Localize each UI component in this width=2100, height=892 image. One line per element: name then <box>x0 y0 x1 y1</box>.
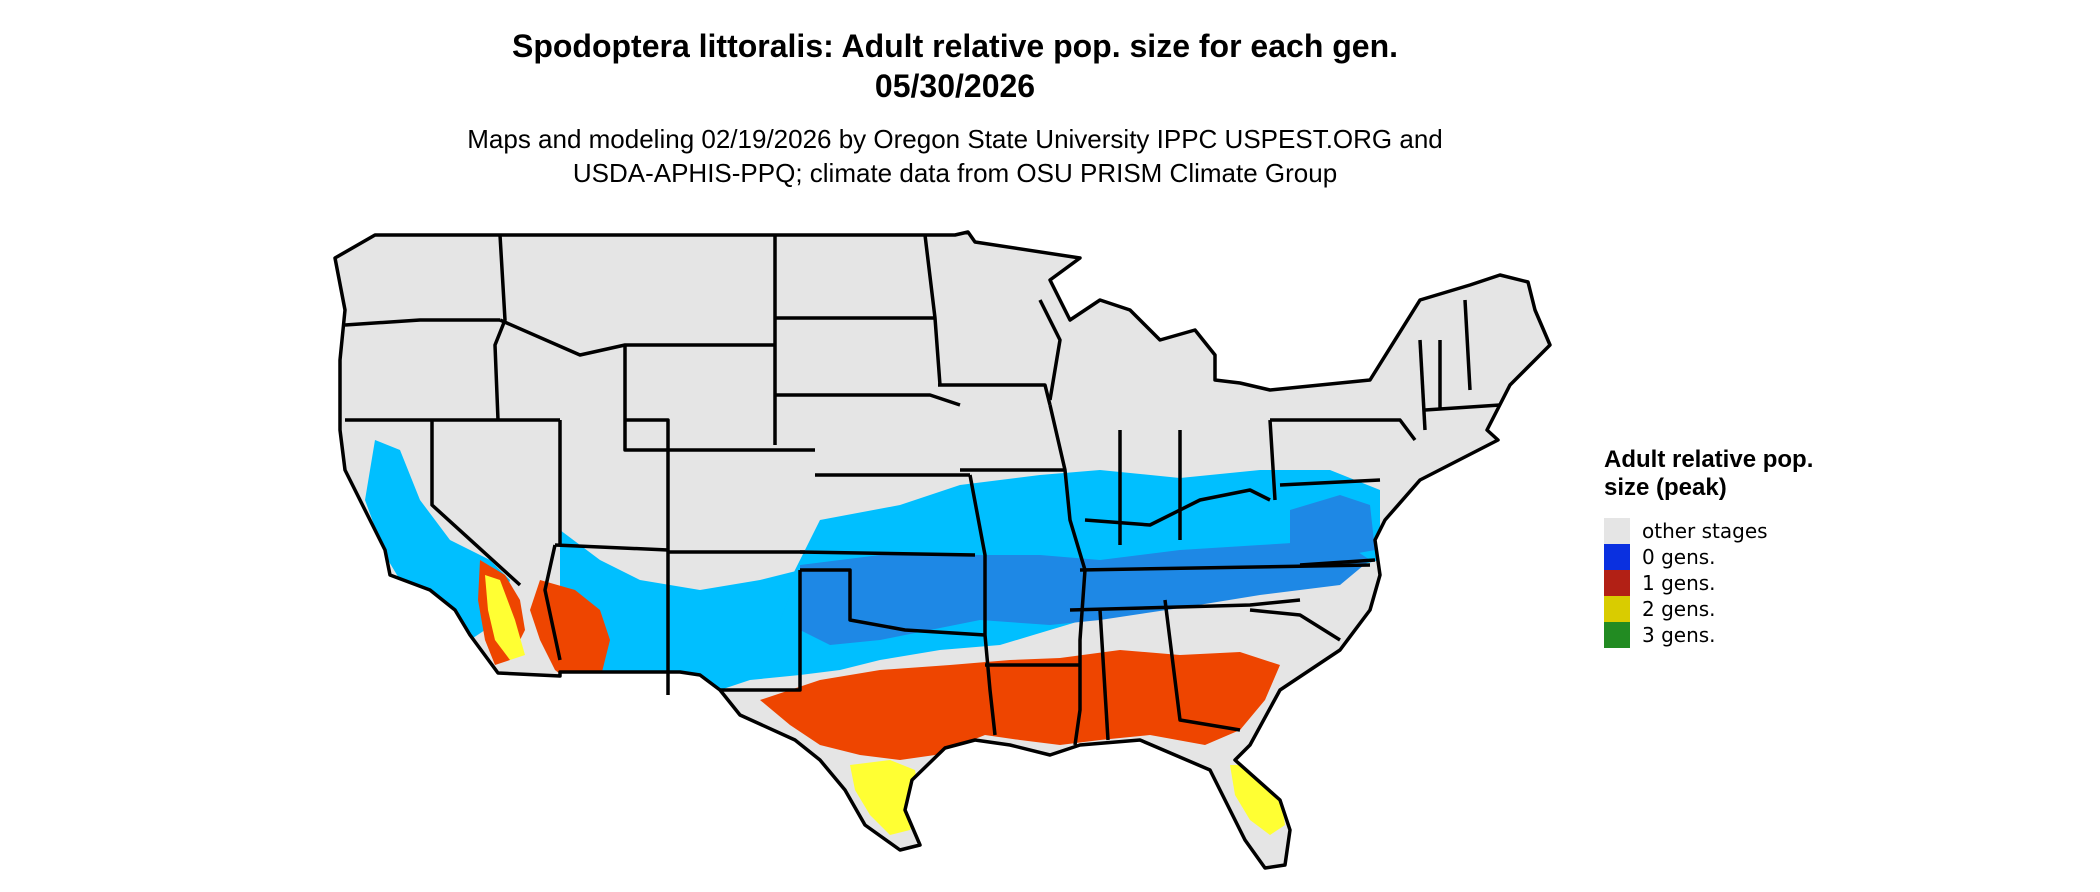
border-nc-sc <box>1249 608 1341 642</box>
border-wa-or <box>344 318 500 327</box>
legend-swatch <box>1604 596 1630 622</box>
border-nd-mn <box>923 234 942 386</box>
border-tn-south <box>1069 598 1301 612</box>
border-md-de <box>1279 478 1381 487</box>
legend-swatch <box>1604 544 1630 570</box>
border-ky-north <box>1084 488 1271 527</box>
legend: Adult relative pop. size (peak) other st… <box>1604 446 1824 648</box>
legend-swatch <box>1604 622 1630 648</box>
zone-yellow-desert <box>485 575 525 660</box>
border-wy-co <box>623 345 815 452</box>
zone-light-blue-california <box>365 440 510 640</box>
border-al-ga <box>1163 599 1241 732</box>
legend-label: 1 gens. <box>1642 571 1716 595</box>
border-ut-az <box>554 543 669 552</box>
us-outline <box>333 230 1552 870</box>
legend-item: 0 gens. <box>1604 544 1824 570</box>
border-az-ca <box>543 544 562 661</box>
border-new-england <box>1424 299 1501 412</box>
border-sd-ne <box>775 393 961 407</box>
title-line-2: 05/30/2026 <box>874 68 1036 104</box>
legend-item: 3 gens. <box>1604 622 1824 648</box>
zone-orange-south <box>760 650 1280 760</box>
border-va-nc <box>1299 558 1376 567</box>
zone-yellow-texas <box>850 760 920 835</box>
legend-label: other stages <box>1642 519 1768 543</box>
legend-label: 0 gens. <box>1642 545 1716 569</box>
border-pa-ny <box>1270 418 1417 442</box>
border-tx-nm <box>720 570 802 692</box>
legend-label: 2 gens. <box>1642 597 1716 621</box>
border-ny-ne <box>1418 339 1427 431</box>
border-mt-wy <box>499 318 775 357</box>
subtitle-line-1: Maps and modeling 02/19/2026 by Oregon S… <box>467 124 1443 154</box>
legend-item: 1 gens. <box>1604 570 1824 596</box>
chart-title: Spodoptera littoralis: Adult relative po… <box>0 26 1910 106</box>
border-mn-ia <box>938 383 1052 406</box>
legend-swatch <box>1604 570 1630 596</box>
state-borders <box>333 230 1552 870</box>
border-oh-pa <box>1268 419 1277 501</box>
subtitle-line-2: USDA-APHIS-PPQ; climate data from OSU PR… <box>572 158 1338 188</box>
legend-title: Adult relative pop. size (peak) <box>1604 446 1814 501</box>
border-ms-al <box>1098 609 1110 741</box>
border-mo-east <box>968 474 997 736</box>
legend-swatch <box>1604 518 1630 544</box>
legend-item: other stages <box>1604 518 1824 544</box>
border-ut-wy <box>625 418 670 450</box>
title-line-1: Spodoptera littoralis: Adult relative po… <box>511 28 1399 64</box>
border-ky-tn <box>1079 563 1371 572</box>
border-ok-tx <box>800 568 986 637</box>
legend-label: 3 gens. <box>1642 623 1716 647</box>
chart-subtitle: Maps and modeling 02/19/2026 by Oregon S… <box>0 122 1910 190</box>
legend-items: other stages 0 gens. 1 gens. 2 gens. 3 gens. <box>1604 518 1824 648</box>
zone-blue-virginia <box>1290 495 1375 560</box>
border-wi-mi <box>1038 299 1062 401</box>
border-ks-ok <box>799 550 976 557</box>
zone-light-blue-southwest <box>560 530 800 700</box>
us-map <box>333 230 1552 870</box>
border-ca-nv <box>430 420 522 587</box>
legend-item: 2 gens. <box>1604 596 1824 622</box>
border-id-west <box>493 234 507 421</box>
